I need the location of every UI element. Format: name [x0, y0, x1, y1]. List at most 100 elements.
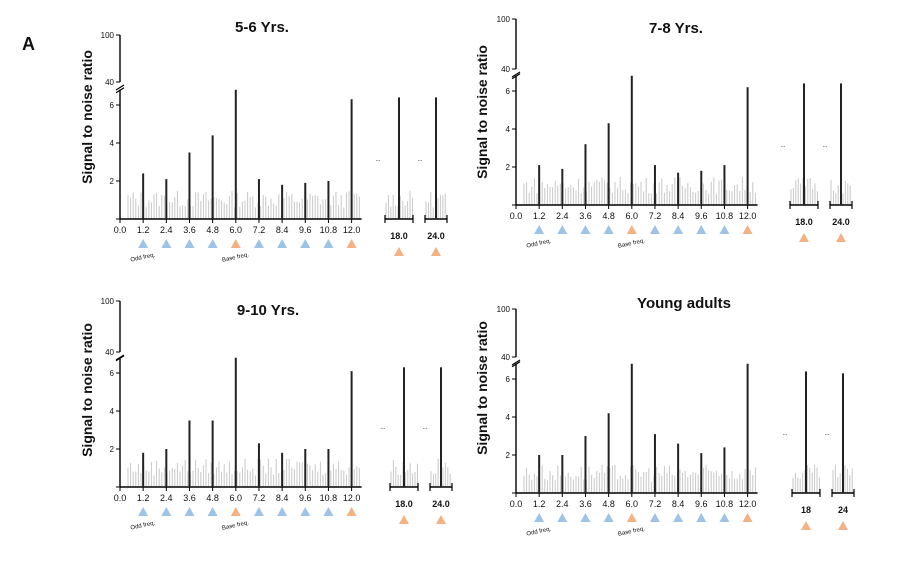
x-tick-label: 18.0 — [795, 217, 813, 227]
chart-title: Young adults — [637, 295, 731, 312]
odd-frequency-marker — [323, 507, 334, 516]
odd-frequency-marker — [253, 507, 264, 516]
y-tick-label: 2 — [506, 451, 511, 460]
y-tick-label: 2 — [110, 445, 115, 454]
odd-frequency-marker — [300, 239, 311, 248]
x-tick-label: 1.2 — [137, 225, 150, 235]
x-tick-label: 9.6 — [299, 493, 312, 503]
x-tick-label: 0.0 — [114, 493, 127, 503]
odd-frequency-marker — [696, 513, 707, 522]
x-tick-label: 0.0 — [114, 225, 127, 235]
odd-freq-annotation: Odd freq. — [526, 526, 552, 537]
base-frequency-marker — [436, 515, 446, 524]
x-tick-label: 2.4 — [160, 225, 173, 235]
odd-frequency-marker — [696, 225, 707, 234]
x-tick-label: 18.0 — [390, 231, 408, 241]
y-tick-label: 4 — [110, 407, 115, 416]
base-frequency-marker — [838, 521, 848, 530]
axis-ellipsis: ... — [417, 157, 422, 163]
odd-frequency-marker — [649, 513, 660, 522]
x-tick-label: 24.0 — [432, 499, 450, 509]
odd-frequency-marker — [557, 225, 568, 234]
odd-frequency-marker — [161, 239, 172, 248]
x-tick-label: 1.2 — [137, 493, 150, 503]
chart-title: 7-8 Yrs. — [649, 20, 703, 37]
y-tick-label: 40 — [105, 348, 114, 357]
x-tick-label: 2.4 — [556, 211, 569, 221]
x-tick-label: 7.2 — [253, 493, 266, 503]
chart-title: 9-10 Yrs. — [237, 302, 299, 319]
y-tick-label: 6 — [506, 87, 511, 96]
y-axis-label: Signal to noise ratio — [474, 321, 490, 455]
odd-frequency-marker — [184, 507, 195, 516]
x-tick-label: 9.6 — [695, 211, 708, 221]
base-freq-annotation: Base freq. — [222, 252, 250, 264]
x-tick-label: 4.8 — [206, 493, 219, 503]
x-tick-label: 24.0 — [427, 231, 445, 241]
base-freq-annotation: Base freq. — [618, 238, 646, 250]
x-tick-label: 1.2 — [533, 499, 546, 509]
x-tick-label: 3.6 — [183, 225, 196, 235]
odd-frequency-marker — [161, 507, 172, 516]
axis-break-mark — [511, 359, 521, 366]
base-frequency-marker — [742, 225, 753, 234]
y-axis-label: Signal to noise ratio — [474, 45, 490, 179]
chart-panel-2: 7-8 Yrs. Signal to noise ratio 100 40 2 4 6 0.0… — [474, 15, 853, 250]
x-tick-label: 10.8 — [716, 211, 734, 221]
x-tick-label: 8.4 — [672, 499, 685, 509]
odd-frequency-marker — [277, 507, 288, 516]
y-tick-label: 100 — [101, 297, 115, 306]
x-tick-label: 8.4 — [276, 493, 289, 503]
axis-break-mark — [511, 71, 521, 78]
base-frequency-marker — [431, 247, 441, 256]
x-tick-label: 6.0 — [230, 493, 243, 503]
x-tick-label: 8.4 — [276, 225, 289, 235]
y-tick-label: 40 — [105, 78, 114, 87]
base-frequency-marker — [626, 225, 637, 234]
axis-ellipsis: ... — [422, 425, 427, 431]
y-axis-label: Signal to noise ratio — [79, 323, 95, 457]
base-frequency-marker — [799, 233, 809, 242]
base-freq-annotation: Base freq. — [618, 526, 646, 538]
odd-freq-annotation: Odd freq. — [130, 520, 156, 531]
odd-frequency-marker — [603, 225, 614, 234]
x-tick-label: 18 — [801, 505, 811, 515]
base-frequency-marker — [399, 515, 409, 524]
x-tick-label: 0.0 — [510, 211, 523, 221]
base-frequency-marker — [742, 513, 753, 522]
x-tick-label: 0.0 — [510, 499, 523, 509]
y-tick-label: 2 — [110, 177, 115, 186]
x-tick-label: 6.0 — [626, 211, 639, 221]
axis-ellipsis: ... — [375, 157, 380, 163]
odd-frequency-marker — [719, 225, 730, 234]
odd-freq-annotation: Odd freq. — [130, 252, 156, 263]
axis-ellipsis: ... — [824, 431, 829, 437]
odd-frequency-marker — [253, 239, 264, 248]
odd-frequency-marker — [138, 239, 149, 248]
x-tick-label: 6.0 — [626, 499, 639, 509]
base-frequency-marker — [230, 507, 241, 516]
odd-frequency-marker — [557, 513, 568, 522]
x-tick-label: 10.8 — [320, 493, 338, 503]
odd-frequency-marker — [719, 513, 730, 522]
odd-frequency-marker — [603, 513, 614, 522]
y-tick-label: 6 — [110, 101, 115, 110]
odd-frequency-marker — [649, 225, 660, 234]
y-tick-label: 40 — [501, 65, 510, 74]
x-tick-label: 4.8 — [602, 211, 615, 221]
x-tick-label: 7.2 — [649, 211, 662, 221]
y-tick-label: 6 — [110, 369, 115, 378]
x-tick-label: 8.4 — [672, 211, 685, 221]
x-tick-label: 3.6 — [183, 493, 196, 503]
axis-ellipsis: ... — [822, 143, 827, 149]
y-axis-label: Signal to noise ratio — [79, 50, 95, 184]
odd-frequency-marker — [534, 513, 545, 522]
odd-frequency-marker — [277, 239, 288, 248]
x-tick-label: 12.0 — [739, 499, 757, 509]
x-tick-label: 3.6 — [579, 499, 592, 509]
axis-break-mark — [115, 354, 125, 361]
x-tick-label: 1.2 — [533, 211, 546, 221]
odd-frequency-marker — [580, 225, 591, 234]
